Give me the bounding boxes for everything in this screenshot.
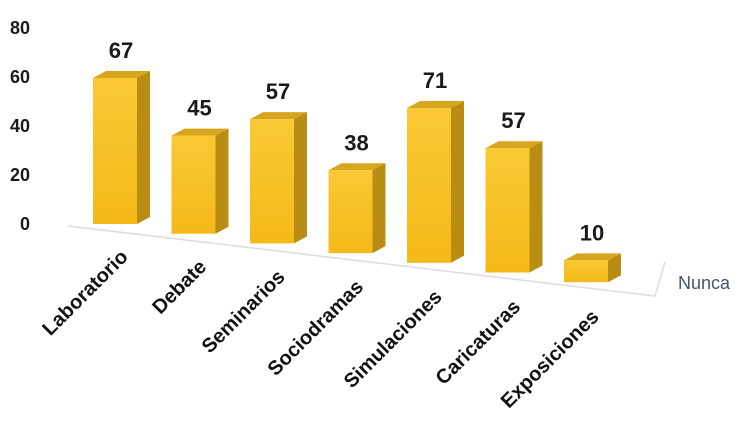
bar-seminarios: [250, 112, 307, 244]
bar-simulaciones: [407, 101, 464, 263]
bar-top: [93, 70, 150, 78]
data-label: 67: [109, 38, 133, 63]
category-label: Caricaturas: [432, 296, 525, 389]
y-tick-label: 0: [20, 214, 30, 234]
y-tick-label: 40: [10, 116, 30, 136]
floor-edge: [67, 225, 666, 297]
bar-side: [451, 101, 464, 263]
bar-front: [564, 260, 608, 283]
category-label: Seminarios: [198, 266, 290, 358]
series-name-label: Nunca: [678, 273, 731, 293]
bar-front: [93, 77, 137, 224]
bars: [93, 70, 621, 283]
bar-front: [485, 148, 530, 273]
bar-front: [171, 135, 216, 234]
bar-side: [372, 163, 386, 254]
y-tick-label: 80: [10, 18, 30, 38]
y-tick-label: 20: [10, 165, 30, 185]
y-axis: 0 20 40 60 80: [10, 18, 30, 234]
data-label: 71: [423, 68, 447, 93]
data-label: 57: [266, 79, 290, 104]
bar-front: [407, 108, 451, 263]
bar-top: [328, 163, 386, 171]
bar-debate: [171, 128, 229, 234]
bar-front: [250, 119, 294, 244]
bar-side: [215, 128, 229, 234]
bar-exposiciones: [564, 253, 621, 283]
bar-top: [564, 253, 621, 261]
bar-side: [608, 253, 621, 283]
data-label: 45: [187, 96, 211, 121]
bar-top: [250, 112, 307, 120]
category-label: Debate: [148, 256, 211, 319]
y-tick-label: 60: [10, 67, 30, 87]
data-label: 38: [344, 130, 368, 155]
bar-side: [529, 141, 543, 273]
bar-laboratorio: [93, 70, 150, 224]
data-label: 57: [501, 108, 525, 133]
bar-top: [485, 141, 543, 149]
bar-sociodramas: [328, 163, 386, 254]
bar-caricaturas: [485, 141, 543, 273]
bar-side: [137, 70, 150, 224]
category-label: Laboratorio: [38, 246, 132, 340]
bar-front: [328, 170, 373, 254]
bar-top: [407, 101, 464, 109]
chart-floor: [67, 225, 666, 297]
data-labels: 67 45 57 38 71 57 10: [109, 38, 604, 245]
bar-side: [294, 112, 307, 244]
bar-top: [171, 128, 229, 136]
data-label: 10: [580, 220, 604, 245]
